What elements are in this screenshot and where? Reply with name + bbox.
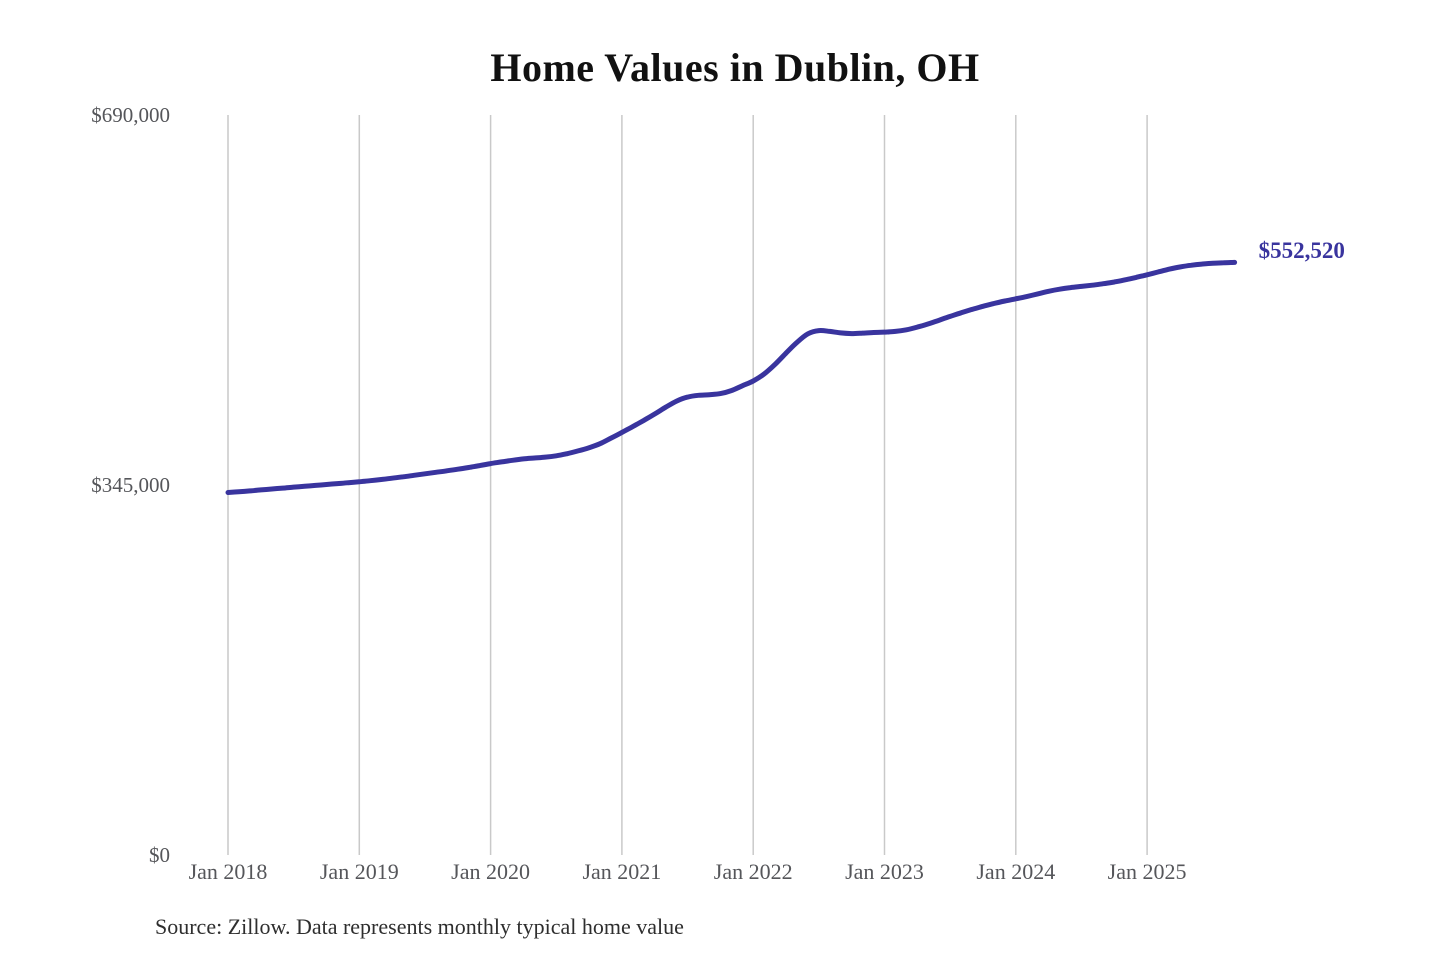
y-tick-label: $345,000 [91, 473, 170, 497]
x-tick-label: Jan 2018 [188, 859, 268, 884]
x-tick-label: Jan 2019 [319, 859, 399, 884]
y-tick-label: $690,000 [91, 103, 170, 127]
x-tick-label: Jan 2020 [451, 859, 530, 884]
x-tick-label: Jan 2021 [582, 859, 662, 884]
y-tick-label: $0 [149, 843, 170, 867]
chart-title: Home Values in Dublin, OH [490, 45, 980, 90]
source-note: Source: Zillow. Data represents monthly … [155, 914, 684, 939]
x-tick-label: Jan 2025 [1107, 859, 1187, 884]
x-tick-label: Jan 2022 [713, 859, 793, 884]
x-tick-label: Jan 2023 [845, 859, 924, 884]
x-tick-label: Jan 2024 [976, 859, 1056, 884]
home-value-line [225, 259, 1238, 495]
current-value-label: $552,520 [1258, 238, 1345, 264]
